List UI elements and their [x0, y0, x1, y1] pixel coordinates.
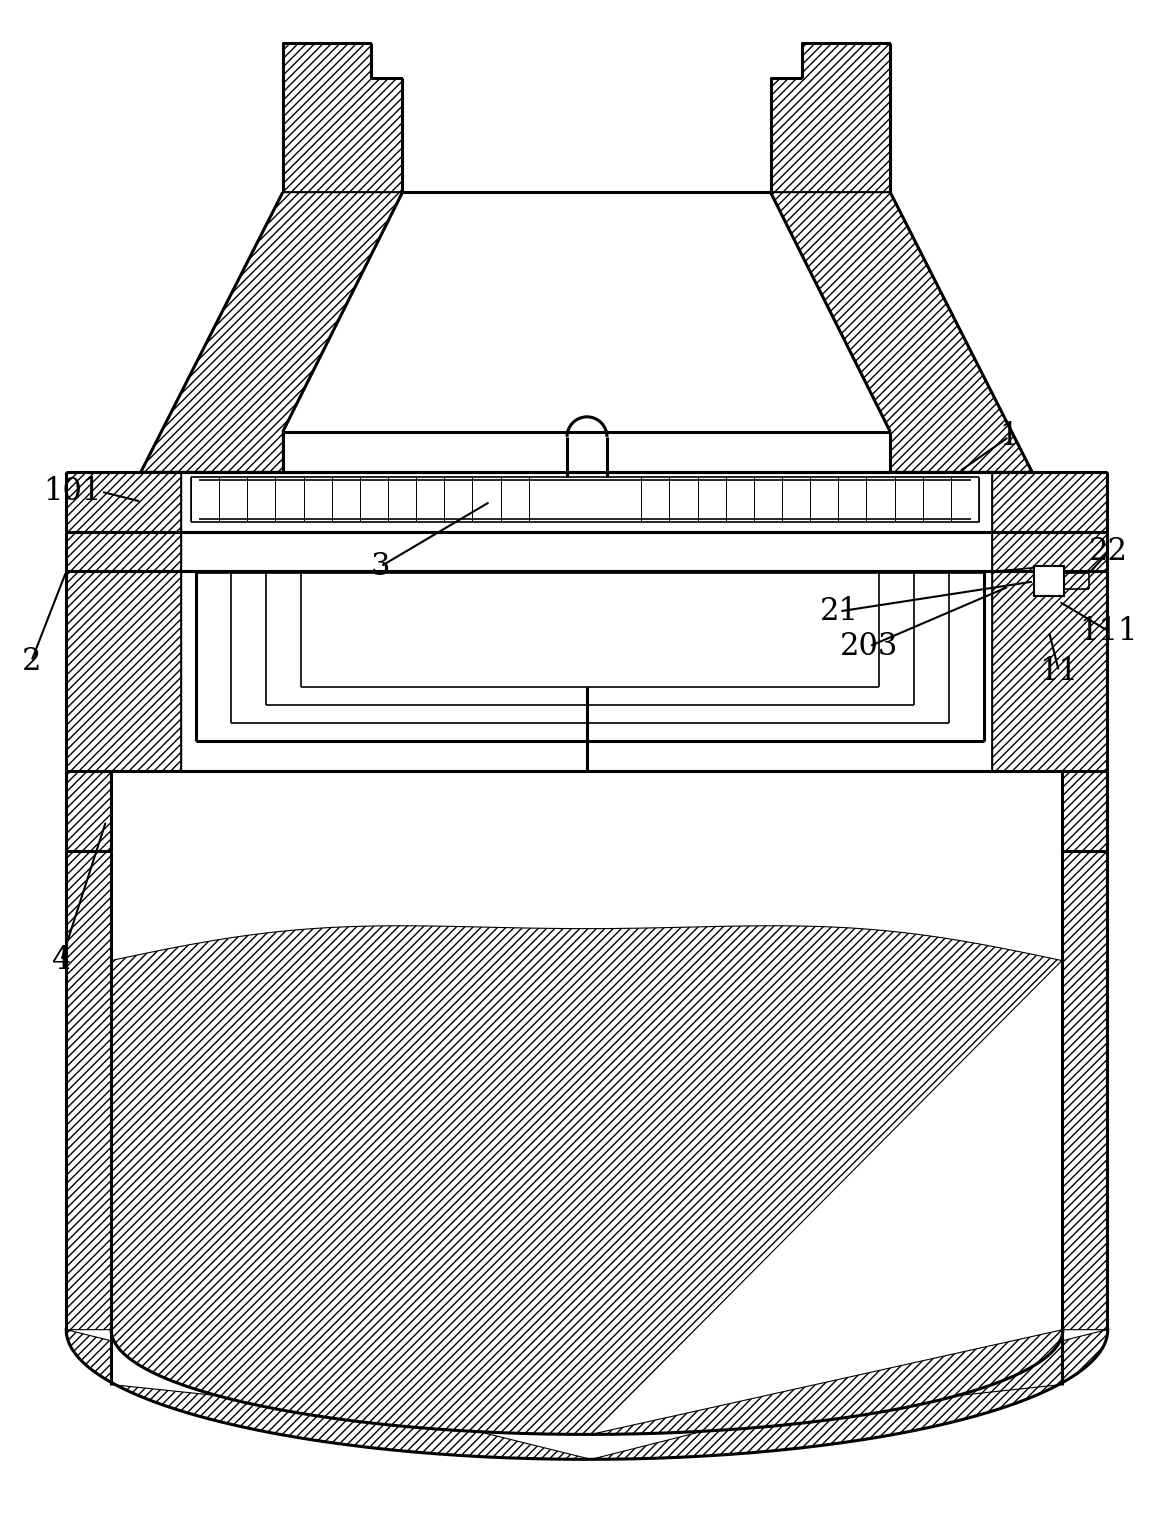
Polygon shape — [992, 531, 1107, 571]
Polygon shape — [992, 571, 1107, 772]
Polygon shape — [591, 851, 1107, 1459]
Text: 203: 203 — [840, 631, 899, 661]
Polygon shape — [141, 193, 402, 472]
Text: 11: 11 — [1039, 655, 1078, 687]
Polygon shape — [66, 531, 181, 571]
Polygon shape — [66, 851, 591, 1459]
Text: 101: 101 — [42, 476, 101, 507]
Polygon shape — [111, 926, 1063, 1435]
Polygon shape — [66, 472, 181, 531]
Polygon shape — [771, 43, 890, 193]
Text: 2: 2 — [21, 646, 41, 677]
Polygon shape — [992, 472, 1107, 531]
Text: 21: 21 — [820, 596, 859, 626]
Polygon shape — [283, 43, 402, 193]
Text: 22: 22 — [1090, 536, 1128, 566]
Text: 4: 4 — [52, 945, 70, 977]
Polygon shape — [66, 571, 181, 772]
Polygon shape — [66, 772, 111, 851]
Polygon shape — [771, 193, 1032, 472]
Text: 111: 111 — [1079, 615, 1138, 646]
Text: 3: 3 — [371, 551, 391, 582]
Text: 1: 1 — [999, 421, 1018, 452]
Bar — [1033, 566, 1064, 597]
Polygon shape — [1062, 772, 1107, 851]
